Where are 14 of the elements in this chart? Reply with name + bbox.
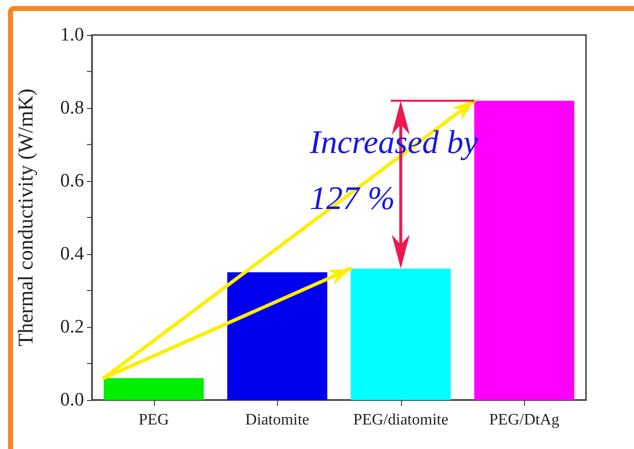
y-tick-label: 0.0: [60, 390, 84, 410]
y-tick-label: 0.4: [60, 244, 84, 264]
x-tick-label: PEG/diatomite: [353, 412, 448, 428]
x-tick-label: Diatomite: [245, 412, 310, 428]
x-tick-label: PEG: [138, 412, 170, 428]
bar: [350, 268, 451, 400]
y-tick-label: 0.2: [60, 316, 84, 338]
y-axis-title: Thermal conductivity (W/mK): [14, 88, 38, 346]
y-tick-label: 0.8: [60, 98, 84, 118]
bar: [227, 272, 328, 400]
y-tick-label: 1.0: [60, 24, 84, 46]
x-tick-label: PEG/DtAg: [489, 412, 560, 428]
y-tick-label: 0.6: [60, 170, 84, 192]
bar: [104, 378, 204, 400]
